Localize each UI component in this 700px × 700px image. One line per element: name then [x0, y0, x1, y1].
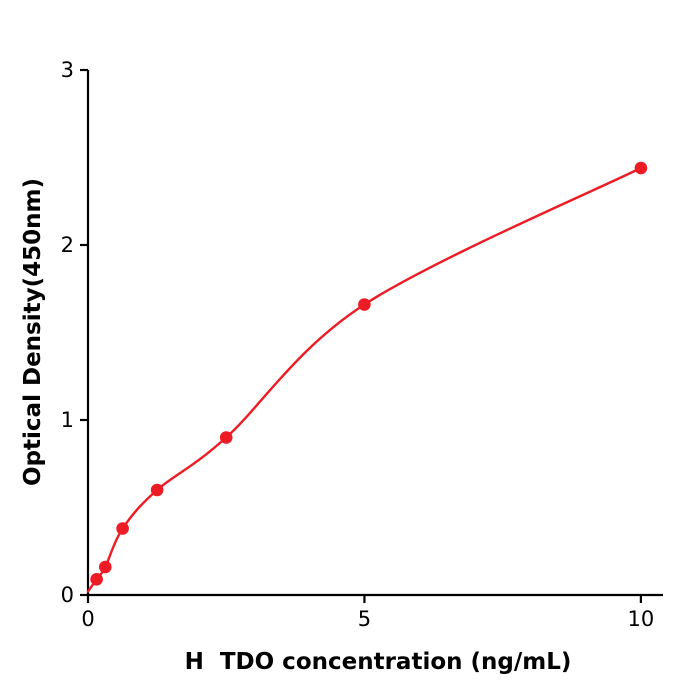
axis-spines — [86, 70, 663, 597]
y-axis-title: Optical Density(450nm) — [20, 178, 46, 486]
y-tick-label: 0 — [61, 583, 74, 607]
y-tick-label: 3 — [61, 58, 74, 82]
data-point — [219, 431, 233, 444]
x-tick-label: 0 — [81, 607, 94, 631]
fit-curve-path — [86, 166, 643, 593]
data-point — [99, 560, 112, 574]
x-tick-label: 5 — [358, 607, 371, 631]
y-tick-label: 2 — [61, 233, 74, 257]
y-tick-label: 1 — [61, 408, 74, 432]
data-point — [358, 298, 371, 311]
data-points — [90, 161, 648, 586]
axes: 0 5 10 0 1 2 3 — [61, 58, 663, 631]
data-point — [116, 522, 129, 535]
data-point — [634, 161, 648, 175]
x-tick-label: 10 — [628, 607, 655, 631]
fit-curve — [86, 166, 643, 593]
data-point — [150, 483, 164, 497]
data-point — [90, 573, 103, 586]
x-axis-title: H TDO concentration (ng/mL) — [185, 649, 572, 675]
